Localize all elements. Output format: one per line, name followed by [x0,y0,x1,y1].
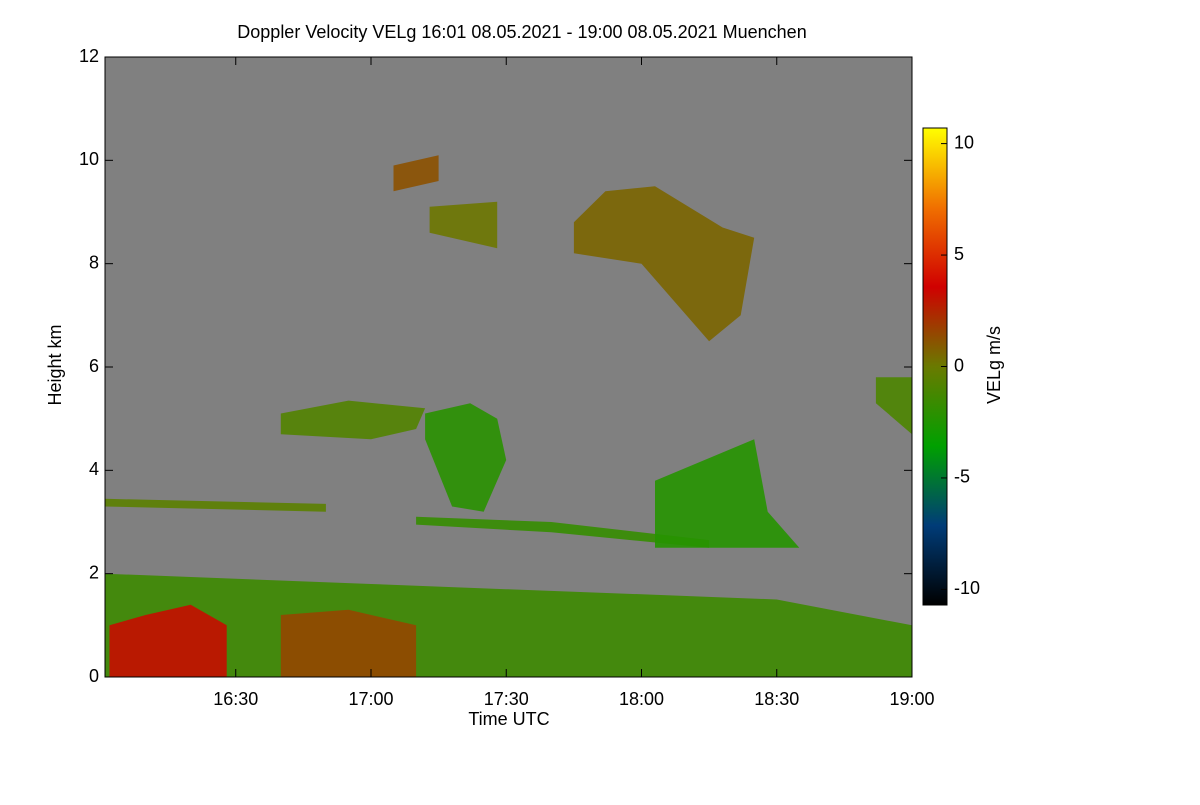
colorbar-tick-label: 10 [954,132,974,152]
x-tick-label: 19:00 [889,689,934,709]
velocity-region [109,604,227,677]
regions [105,155,912,677]
velocity-region [655,439,800,548]
y-tick-label: 4 [89,459,99,479]
velocity-region [393,155,439,192]
y-tick-label: 0 [89,666,99,686]
x-axis-label: Time UTC [468,709,549,729]
x-tick-label: 18:30 [754,689,799,709]
colorbar-label: VELg m/s [984,326,1004,404]
chart-title: Doppler Velocity VELg 16:01 08.05.2021 -… [237,22,806,42]
velocity-region [573,186,755,342]
x-tick-label: 16:30 [213,689,258,709]
colorbar-tick-label: 5 [954,244,964,264]
velocity-region [425,403,507,512]
y-tick-label: 6 [89,356,99,376]
y-tick-label: 12 [79,46,99,66]
velocity-region [280,400,426,440]
plot-background [105,57,912,677]
y-tick-label: 8 [89,252,99,272]
colorbar-tick-label: -10 [954,578,980,598]
y-tick-label: 10 [79,149,99,169]
x-tick-label: 17:30 [484,689,529,709]
y-axis-label: Height km [45,324,65,405]
velocity-region [280,609,417,677]
velocity-region [429,201,498,249]
velocity-region [875,377,912,435]
velocity-region [105,498,326,512]
velocity-region [416,516,710,548]
y-tick-label: 2 [89,562,99,582]
x-tick-label: 17:00 [348,689,393,709]
colorbar-tick-label: -5 [954,467,970,487]
colorbar-tick-label: 0 [954,355,964,375]
x-tick-label: 18:00 [619,689,664,709]
